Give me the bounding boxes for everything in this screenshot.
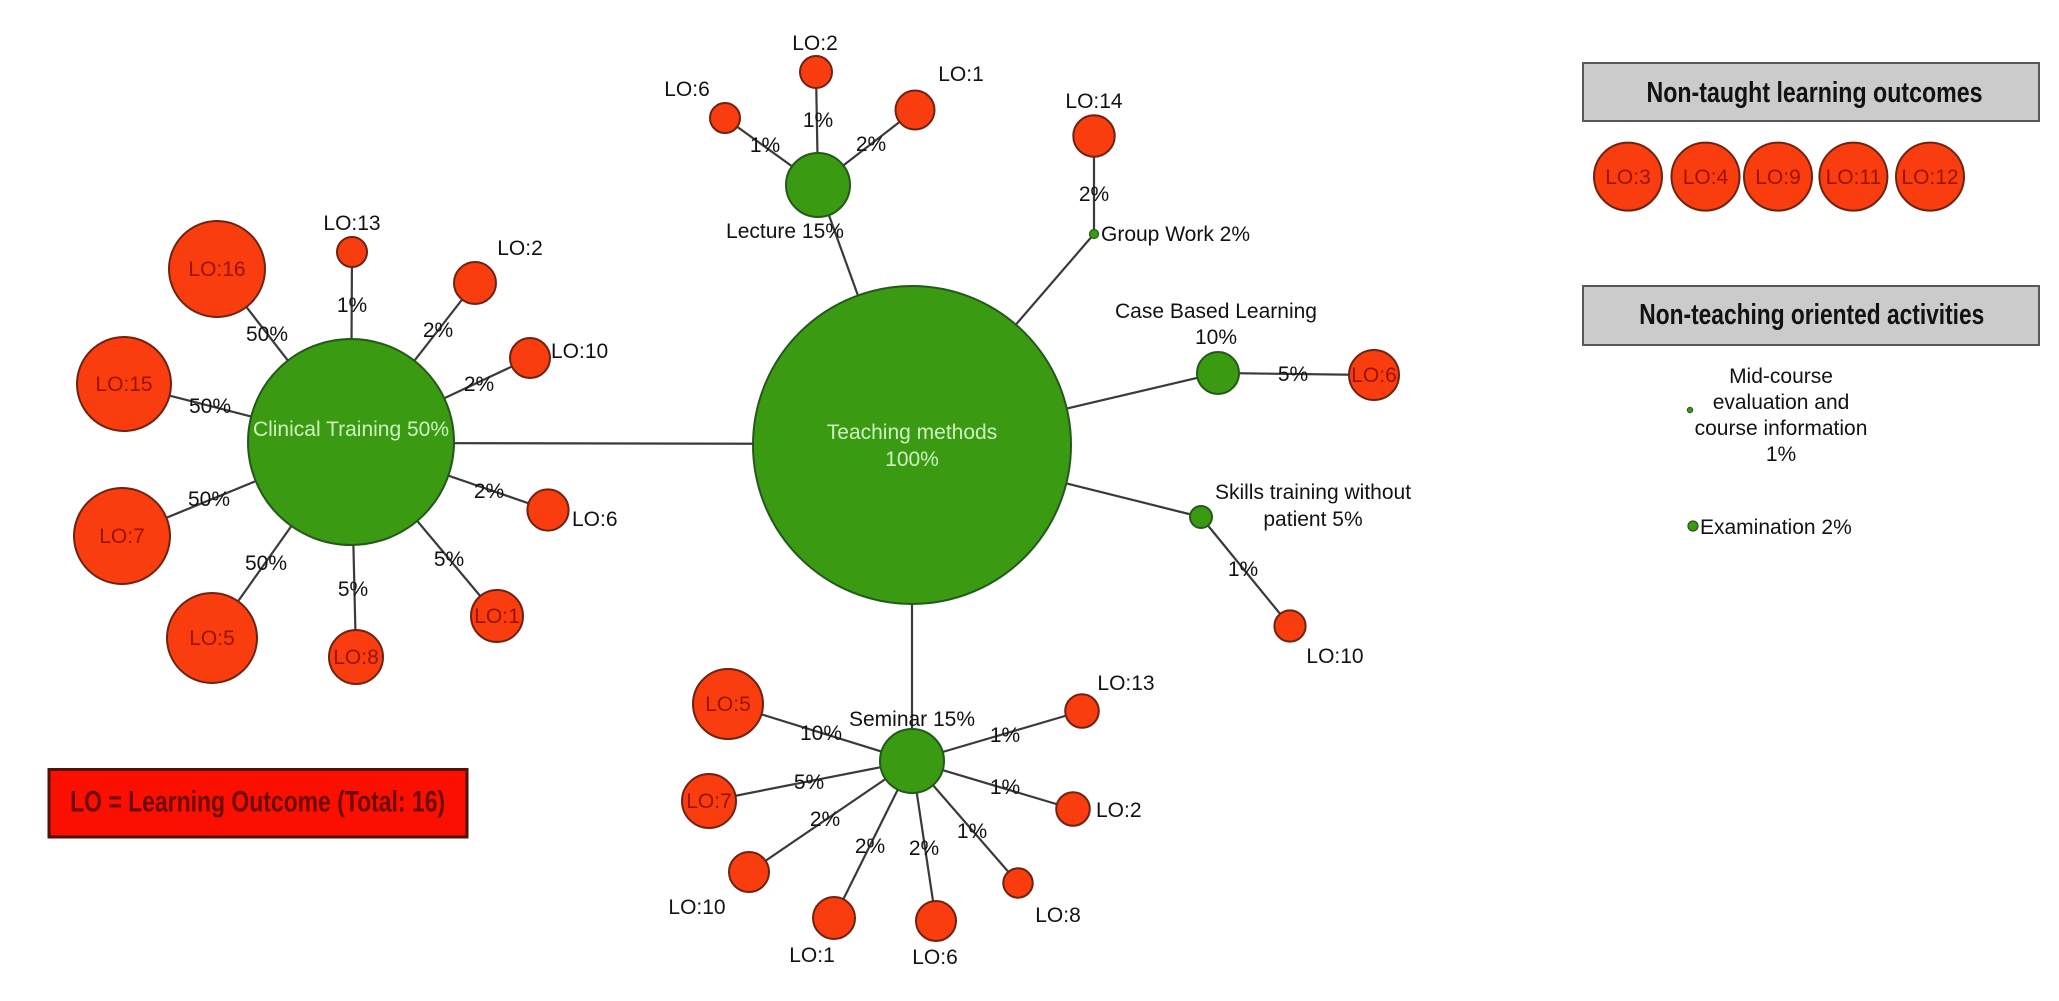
svg-text:LO:12: LO:12: [1901, 166, 1958, 189]
svg-text:Seminar 15%: Seminar 15%: [849, 708, 975, 731]
svg-text:course information: course information: [1695, 417, 1868, 440]
svg-text:LO:5: LO:5: [705, 693, 751, 716]
svg-text:LO:5: LO:5: [189, 627, 235, 650]
svg-text:2%: 2%: [423, 319, 453, 342]
svg-text:evaluation and: evaluation and: [1713, 391, 1850, 414]
svg-text:2%: 2%: [1079, 183, 1109, 206]
svg-text:1%: 1%: [1766, 443, 1796, 466]
svg-text:5%: 5%: [1278, 363, 1308, 386]
svg-text:1%: 1%: [990, 776, 1020, 799]
svg-text:Mid-course: Mid-course: [1729, 365, 1833, 388]
svg-text:LO:14: LO:14: [1065, 90, 1123, 113]
svg-text:LO:8: LO:8: [333, 646, 379, 669]
svg-text:Non-teaching oriented activiti: Non-teaching oriented activities: [1639, 299, 1984, 331]
svg-text:10%: 10%: [1195, 326, 1237, 349]
svg-text:2%: 2%: [909, 837, 939, 860]
svg-text:LO:10: LO:10: [1306, 645, 1363, 668]
svg-text:LO:6: LO:6: [572, 508, 618, 531]
svg-text:LO:6: LO:6: [912, 946, 958, 969]
svg-text:LO:11: LO:11: [1826, 166, 1882, 189]
svg-text:50%: 50%: [189, 395, 231, 418]
svg-text:LO:16: LO:16: [188, 258, 245, 281]
svg-text:Teaching methods: Teaching methods: [827, 421, 997, 444]
svg-text:LO:2: LO:2: [1096, 799, 1142, 822]
svg-text:2%: 2%: [856, 133, 886, 156]
svg-text:50%: 50%: [188, 488, 230, 511]
svg-text:50%: 50%: [245, 552, 287, 575]
svg-text:1%: 1%: [957, 820, 987, 843]
svg-text:LO:9: LO:9: [1755, 166, 1801, 189]
svg-text:LO:15: LO:15: [95, 373, 152, 396]
svg-text:LO:1: LO:1: [474, 605, 520, 628]
svg-text:1%: 1%: [1228, 558, 1258, 581]
svg-text:Clinical Training 50%: Clinical Training 50%: [253, 418, 449, 441]
svg-text:Skills training without: Skills training without: [1215, 481, 1411, 504]
svg-text:5%: 5%: [338, 578, 368, 601]
svg-text:LO = Learning Outcome (Total:: LO = Learning Outcome (Total: 16): [70, 786, 445, 819]
svg-text:LO:8: LO:8: [1035, 904, 1081, 927]
svg-text:patient 5%: patient 5%: [1263, 508, 1362, 531]
svg-text:LO:6: LO:6: [1351, 364, 1397, 387]
svg-text:5%: 5%: [794, 771, 824, 794]
svg-text:Group Work 2%: Group Work 2%: [1101, 223, 1250, 246]
svg-text:50%: 50%: [246, 323, 288, 346]
svg-text:LO:10: LO:10: [551, 340, 608, 363]
svg-text:1%: 1%: [750, 134, 780, 157]
svg-text:2%: 2%: [855, 835, 885, 858]
svg-text:100%: 100%: [885, 448, 939, 471]
svg-text:5%: 5%: [434, 548, 464, 571]
svg-text:LO:7: LO:7: [99, 525, 145, 548]
svg-text:LO:13: LO:13: [1097, 672, 1154, 695]
svg-text:LO:3: LO:3: [1605, 166, 1651, 189]
svg-text:Lecture 15%: Lecture 15%: [726, 220, 844, 243]
svg-text:2%: 2%: [474, 480, 504, 503]
svg-text:LO:2: LO:2: [497, 237, 543, 260]
svg-text:Examination 2%: Examination 2%: [1700, 516, 1852, 539]
svg-text:LO:1: LO:1: [938, 63, 984, 86]
svg-text:10%: 10%: [800, 722, 842, 745]
svg-text:Case Based Learning: Case Based Learning: [1115, 300, 1317, 323]
svg-text:LO:10: LO:10: [668, 896, 725, 919]
svg-text:2%: 2%: [810, 808, 840, 831]
svg-text:LO:6: LO:6: [664, 78, 710, 101]
svg-text:1%: 1%: [990, 724, 1020, 747]
svg-text:LO:1: LO:1: [789, 944, 835, 967]
svg-text:Non-taught learning outcomes: Non-taught learning outcomes: [1647, 77, 1983, 109]
svg-text:LO:7: LO:7: [686, 790, 732, 813]
svg-text:1%: 1%: [337, 294, 367, 317]
svg-text:1%: 1%: [803, 109, 833, 132]
svg-text:LO:13: LO:13: [323, 212, 380, 235]
svg-text:LO:2: LO:2: [792, 32, 838, 55]
svg-text:LO:4: LO:4: [1683, 166, 1729, 189]
svg-text:2%: 2%: [464, 373, 494, 396]
